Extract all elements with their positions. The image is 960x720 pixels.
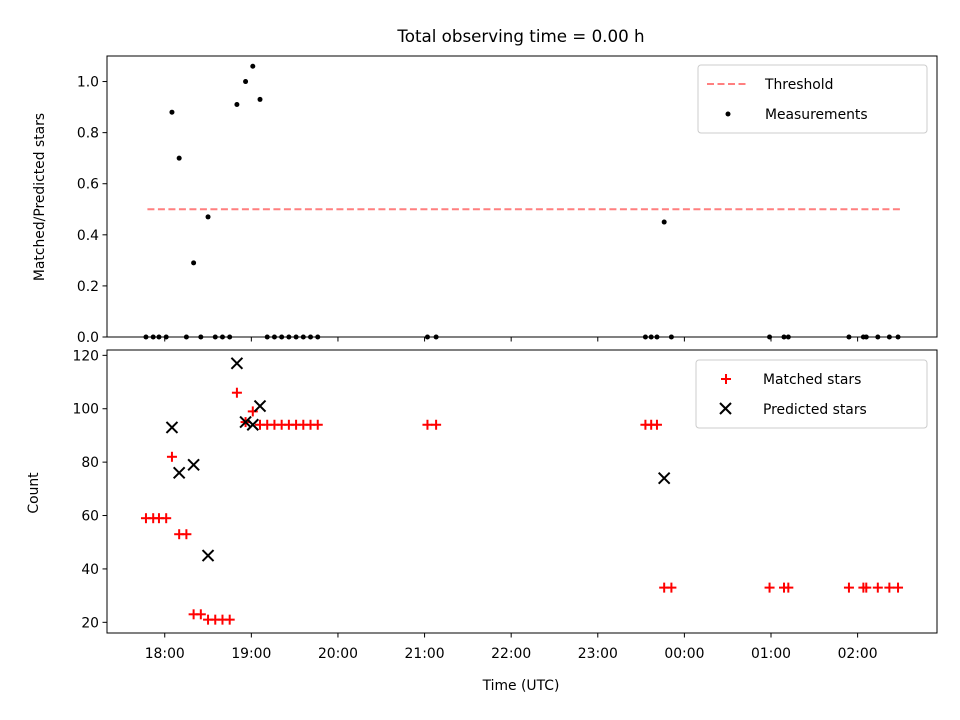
measurement-point: [250, 63, 256, 69]
top-panel: Total observing time = 0.00 h Matched/Pr…: [32, 26, 938, 346]
matched-star-point: [893, 582, 904, 593]
legend-predicted-swatch: [719, 402, 732, 415]
legend-measurements-swatch: [725, 111, 731, 117]
matched-star-point: [783, 582, 794, 593]
matched-star-point: [312, 419, 323, 430]
matched-star-point: [181, 529, 192, 540]
measurement-point: [176, 155, 182, 161]
measurement-point: [191, 260, 197, 266]
top-y-tick-label: 0.2: [77, 279, 99, 295]
matched-star-point: [872, 582, 883, 593]
predicted-star-point: [253, 399, 267, 413]
predicted-star-point: [172, 466, 186, 480]
top-y-tick-label: 0.0: [77, 330, 99, 346]
matched-star-point: [431, 419, 442, 430]
matched-star-point: [843, 582, 854, 593]
predicted-star-point: [187, 458, 200, 472]
bottom-y-tick-label: 80: [81, 455, 99, 471]
top-y-tick-label: 0.8: [77, 126, 99, 142]
matched-star-point: [247, 406, 258, 417]
top-y-ticks: 0.0 0.2 0.4 0.6 0.8 1.0: [77, 75, 107, 346]
predicted-star-point: [657, 471, 671, 485]
x-tick-label: 00:00: [664, 646, 704, 662]
top-legend: Threshold Measurements: [697, 64, 928, 134]
matched-star-point: [861, 582, 872, 593]
x-tick-label: 18:00: [145, 646, 185, 662]
predicted-star-point: [165, 421, 179, 434]
top-y-tick-label: 0.4: [77, 228, 99, 244]
predicted-star-point: [246, 418, 259, 431]
bottom-y-ticks: 20 40 60 80 100 120: [72, 348, 107, 631]
x-tick-label: 22:00: [491, 646, 531, 662]
x-tick-label: 23:00: [578, 646, 618, 662]
legend-matched-swatch: [721, 374, 731, 384]
bottom-y-tick-label: 20: [81, 615, 99, 631]
x-tick-label: 01:00: [751, 646, 791, 662]
top-y-tick-label: 1.0: [77, 75, 99, 91]
measurement-point: [257, 96, 263, 102]
measurement-point: [243, 79, 249, 85]
measurement-point: [169, 109, 175, 115]
bottom-y-tick-label: 120: [72, 348, 99, 364]
measurement-point: [205, 214, 211, 220]
matched-star-point: [764, 582, 775, 593]
measurement-point: [234, 102, 240, 108]
bottom-legend: Matched stars Predicted stars: [695, 359, 928, 429]
chart-title: Total observing time = 0.00 h: [396, 26, 644, 46]
matched-star-points: [140, 387, 904, 625]
legend-matched-label: Matched stars: [763, 372, 861, 388]
predicted-star-point: [239, 415, 252, 429]
legend-threshold-label: Threshold: [764, 77, 833, 93]
matched-star-point: [651, 419, 662, 430]
bottom-y-tick-label: 100: [72, 402, 99, 418]
bottom-y-tick-label: 60: [81, 509, 99, 525]
x-tick-label: 02:00: [838, 646, 878, 662]
bottom-panel: Count Time (UTC) 20 40 60 80 100 120 18:00 19:…: [26, 348, 938, 694]
matched-star-point: [422, 419, 433, 430]
predicted-star-points: [165, 357, 671, 562]
legend-measurements-label: Measurements: [765, 107, 868, 123]
x-axis-label: Time (UTC): [482, 678, 560, 694]
matched-star-point: [231, 387, 242, 398]
bottom-x-ticks: 18:00 19:00 20:00 21:00 22:00 23:00 00:00 01:00…: [145, 633, 878, 662]
predicted-star-point: [230, 357, 244, 370]
matched-star-point: [666, 582, 677, 593]
bottom-legend-box: [695, 359, 928, 429]
top-legend-box: [697, 64, 928, 134]
predicted-star-point: [201, 549, 215, 562]
matched-star-point: [884, 582, 895, 593]
legend-predicted-label: Predicted stars: [763, 402, 867, 418]
top-y-axis-label: Matched/Predicted stars: [32, 113, 48, 281]
matched-star-point: [161, 513, 172, 524]
measurement-point: [661, 219, 667, 225]
matched-star-point: [166, 451, 177, 462]
matched-star-point: [195, 609, 206, 620]
top-plot-frame: [106, 55, 938, 338]
x-tick-label: 21:00: [405, 646, 445, 662]
matched-star-point: [224, 614, 235, 625]
bottom-plot-frame: [106, 349, 938, 634]
bottom-y-axis-label: Count: [26, 472, 42, 514]
x-tick-label: 20:00: [318, 646, 358, 662]
x-tick-label: 19:00: [231, 646, 271, 662]
bottom-y-tick-label: 40: [81, 562, 99, 578]
top-y-tick-label: 0.6: [77, 177, 99, 193]
